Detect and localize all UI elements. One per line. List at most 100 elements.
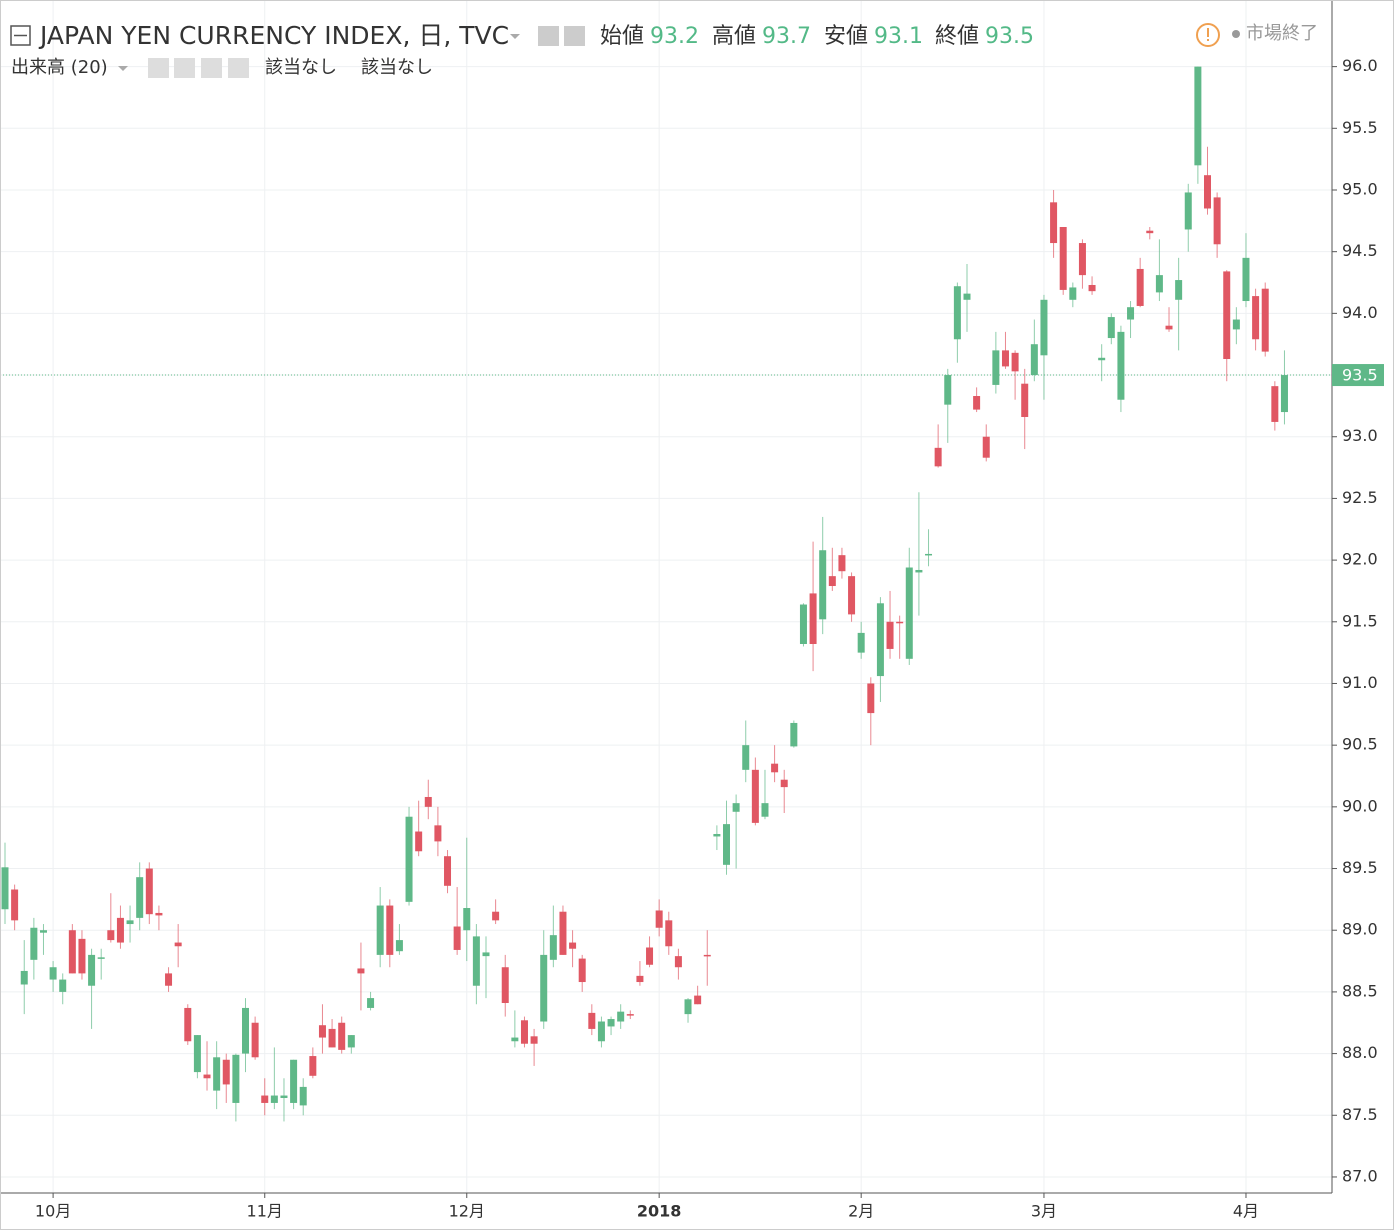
candle-body	[982, 436, 990, 458]
candle-body	[1175, 280, 1183, 300]
candle-body	[867, 683, 875, 714]
candle-body	[1069, 287, 1077, 300]
last-price-label: 93.5	[1342, 366, 1378, 385]
candle-body	[963, 293, 971, 300]
candle-body	[1261, 288, 1269, 352]
x-tick-label: 10月	[35, 1202, 71, 1221]
candle-body	[338, 1022, 346, 1050]
y-tick-label: 94.0	[1342, 303, 1378, 322]
candle-body	[992, 350, 1000, 385]
candle-body	[1001, 350, 1009, 367]
candle-body	[896, 621, 904, 624]
candle-body	[703, 954, 711, 957]
candle-body	[174, 942, 182, 947]
candle-body	[540, 954, 548, 1022]
candle-body	[876, 603, 884, 677]
candle-body	[20, 970, 28, 985]
candle-body	[1078, 243, 1086, 276]
candle-body	[790, 722, 798, 747]
candle-body	[415, 831, 423, 852]
y-tick-label: 88.5	[1342, 981, 1378, 1000]
candle-body	[107, 930, 115, 941]
volume-remove-icon[interactable]	[228, 58, 249, 78]
candle-body	[270, 1095, 278, 1103]
candle-body	[155, 912, 163, 916]
candle-body	[799, 604, 807, 644]
y-tick-label: 90.5	[1342, 735, 1378, 754]
candle-body	[905, 567, 913, 659]
candle-body	[1050, 202, 1058, 244]
candle-body	[828, 576, 836, 587]
x-tick-label: 2018	[637, 1202, 682, 1221]
candle-body	[934, 447, 942, 467]
candle-body	[925, 553, 933, 556]
candle-body	[713, 833, 721, 837]
settings-icon[interactable]	[564, 26, 585, 46]
candle-body	[97, 957, 105, 959]
candle-body	[501, 967, 509, 1004]
candle-body	[886, 621, 894, 649]
candle-body	[222, 1059, 230, 1085]
candle-body	[49, 967, 57, 980]
y-tick-label: 92.5	[1342, 488, 1378, 507]
candle-body	[1204, 175, 1211, 209]
candle-body	[68, 930, 76, 974]
candle-body	[838, 555, 846, 572]
candle-body	[1107, 317, 1115, 339]
eye-icon[interactable]	[538, 26, 559, 46]
volume-eye-icon[interactable]	[148, 58, 169, 78]
candle-body	[1280, 375, 1288, 413]
low-value: 93.1	[874, 24, 923, 49]
candle-body	[857, 632, 865, 653]
y-tick-label: 91.5	[1342, 611, 1378, 630]
volume-value: 該当なし	[265, 57, 337, 78]
candle-body	[1146, 230, 1154, 234]
candle-body	[453, 926, 461, 950]
candle-body	[1088, 284, 1096, 292]
candle-body	[1242, 257, 1250, 302]
candle-body	[492, 911, 500, 921]
volume-add-icon[interactable]	[201, 58, 222, 78]
candle-body	[597, 1021, 605, 1042]
warning-icon[interactable]	[1196, 23, 1220, 47]
candle-body	[944, 375, 952, 405]
symbol-title: JAPAN YEN CURRENCY INDEX, 日, TVC	[38, 21, 509, 50]
candle-body	[78, 938, 86, 974]
candle-body	[395, 940, 403, 952]
candle-body	[819, 550, 827, 620]
candle-body	[646, 947, 654, 965]
y-tick-label: 93.0	[1342, 426, 1378, 445]
candle-body	[299, 1086, 307, 1106]
candle-body	[184, 1007, 192, 1042]
candle-body	[328, 1028, 336, 1048]
candle-body	[126, 920, 134, 925]
candle-body	[1155, 275, 1163, 293]
y-tick-label: 88.0	[1342, 1043, 1378, 1062]
y-tick-label: 94.5	[1342, 241, 1378, 260]
y-tick-label: 87.0	[1342, 1166, 1378, 1185]
volume-settings-icon[interactable]	[174, 58, 195, 78]
candle-body	[1184, 192, 1192, 230]
market-status: 市場終了	[1246, 23, 1318, 44]
warning-icon-bar	[1207, 28, 1209, 37]
candle-body	[1059, 227, 1067, 290]
candle-body	[1252, 296, 1260, 340]
candles	[1, 66, 1288, 1122]
candle-body	[357, 968, 365, 974]
candle-body	[761, 803, 769, 817]
candle-body	[742, 745, 750, 770]
volume-dropdown[interactable]	[118, 66, 128, 71]
candle-body	[1213, 197, 1221, 245]
candle-body	[136, 877, 144, 918]
candle-body	[530, 1036, 538, 1044]
candle-body	[1165, 325, 1173, 330]
candle-body	[11, 889, 19, 921]
dropdown-arrow[interactable]	[510, 34, 520, 39]
y-tick-label: 87.5	[1342, 1105, 1378, 1124]
collapse-icon[interactable]	[10, 25, 31, 46]
candle-body	[347, 1035, 355, 1048]
high-label: 高値	[712, 24, 756, 49]
candle-body	[482, 952, 490, 957]
candle-body	[405, 816, 413, 902]
